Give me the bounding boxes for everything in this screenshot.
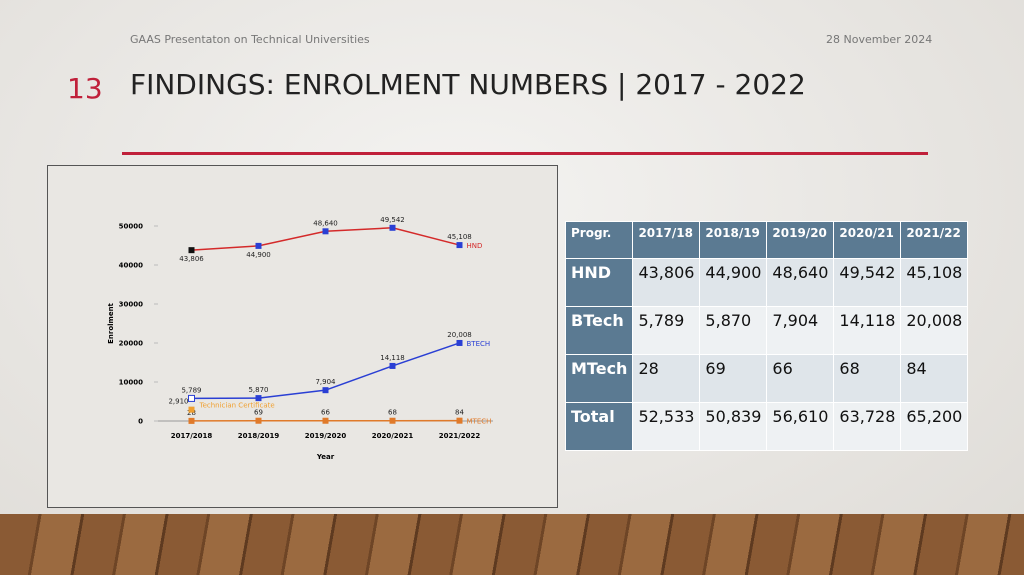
title: FINDINGS: ENROLMENT NUMBERS | 2017 - 202…: [130, 68, 806, 101]
cell: 7,904: [766, 306, 835, 355]
y-tick-label: 20000: [119, 340, 143, 348]
header-cell: 2020/21: [833, 221, 902, 259]
date: 28 November 2024: [826, 33, 933, 46]
marker: [389, 224, 396, 231]
x-axis-label: Year: [316, 453, 335, 461]
header-row: Progr. 2017/18 2018/19 2019/20 2020/21 2021/2…: [564, 221, 969, 259]
cell: 45,108: [900, 258, 969, 307]
data-label: 84: [455, 409, 464, 417]
y-tick-label: 40000: [119, 262, 143, 270]
cell: 20,008: [900, 306, 969, 355]
header-cell: 2017/18: [632, 221, 701, 259]
cell: 63,728: [833, 402, 902, 451]
cell: 68: [833, 354, 902, 403]
cell: BTech: [564, 306, 634, 355]
header-cell: 2019/20: [766, 221, 835, 259]
marker: [255, 417, 262, 424]
y-axis-label: Enrolment: [107, 302, 115, 343]
row: Total 52,533 50,839 56,610 63,728 65,200: [564, 402, 969, 451]
chart-box: 0 10000 20000 30000 40000 50000 2017/2018 2018/…: [47, 165, 558, 508]
data-label: 5,870: [248, 386, 268, 394]
cell: 84: [900, 354, 969, 403]
marker: [389, 417, 396, 424]
data-label: 28: [187, 409, 196, 417]
data-label: 5,789: [181, 386, 201, 394]
data-label: 20,008: [447, 331, 472, 339]
data-label: 43,806: [179, 255, 204, 263]
row: MTech 28 69 66 68 84: [564, 354, 969, 403]
header-cell: 2021/22: [900, 221, 969, 259]
cell: 66: [766, 354, 835, 403]
marker: [188, 417, 195, 424]
marker: [389, 362, 396, 369]
data-label: 7,904: [315, 378, 336, 386]
cell: Total: [564, 402, 634, 451]
marker: [188, 247, 195, 254]
data-label: 49,542: [380, 216, 405, 224]
cell: 69: [699, 354, 768, 403]
cell: 50,839: [699, 402, 768, 451]
cell: 56,610: [766, 402, 835, 451]
marker: [456, 339, 463, 346]
cell: 14,118: [833, 306, 902, 355]
data-label: 2,910: [168, 398, 188, 406]
table: Progr. 2017/18 2018/19 2019/20 2020/21 2021/2…: [564, 221, 969, 451]
cell: 5,789: [632, 306, 701, 355]
data-label: 14,118: [380, 354, 405, 362]
x-tick-label: 2019/2020: [305, 432, 347, 440]
marker: [322, 387, 329, 394]
data-label: 44,900: [246, 251, 271, 259]
floor: [0, 514, 1024, 575]
data-label: 69: [254, 409, 263, 417]
cell: 65,200: [900, 402, 969, 451]
header-cell: 2018/19: [699, 221, 768, 259]
slide-number: 13: [67, 72, 103, 105]
x-tick-label: 2021/2022: [439, 432, 481, 440]
y-tick-label: 50000: [119, 223, 143, 231]
marker: [188, 406, 195, 413]
cell: 48,640: [766, 258, 835, 307]
x-tick-label: 2020/2021: [372, 432, 414, 440]
y-tick-label: 0: [138, 418, 143, 426]
row: BTech 5,789 5,870 7,904 14,118 20,008: [564, 306, 969, 355]
y-tick-label: 10000: [119, 379, 143, 387]
cell: MTech: [564, 354, 634, 403]
marker: [322, 228, 329, 235]
data-label: 48,640: [313, 219, 338, 227]
row: HND 43,806 44,900 48,640 49,542 45,108: [564, 258, 969, 307]
cell: 5,870: [699, 306, 768, 355]
x-tick-label: 2017/2018: [171, 432, 213, 440]
rule: [122, 152, 928, 155]
header-cell: Progr.: [564, 221, 634, 259]
data-label: 66: [321, 409, 330, 417]
marker: [456, 417, 463, 424]
series-label: Technician Certificate: [199, 402, 275, 410]
x-tick-label: 2018/2019: [238, 432, 280, 440]
data-label: 68: [388, 409, 397, 417]
marker: [255, 242, 262, 249]
chart: 0 10000 20000 30000 40000 50000 2017/2018 2018/…: [107, 216, 493, 461]
series-label: MTECH: [467, 418, 492, 426]
series-label: HND: [467, 242, 483, 250]
marker: [322, 417, 329, 424]
cell: HND: [564, 258, 634, 307]
cell: 43,806: [632, 258, 701, 307]
y-tick-label: 30000: [119, 301, 143, 309]
cell: 28: [632, 354, 701, 403]
series-label: BTECH: [467, 340, 491, 348]
footer: GAAS Presentaton on Technical Universiti…: [130, 33, 370, 46]
data-label: 45,108: [447, 233, 472, 241]
marker: [456, 242, 463, 249]
cell: 49,542: [833, 258, 902, 307]
cell: 44,900: [699, 258, 768, 307]
cell: 52,533: [632, 402, 701, 451]
marker: [188, 394, 195, 402]
marker: [255, 395, 262, 402]
